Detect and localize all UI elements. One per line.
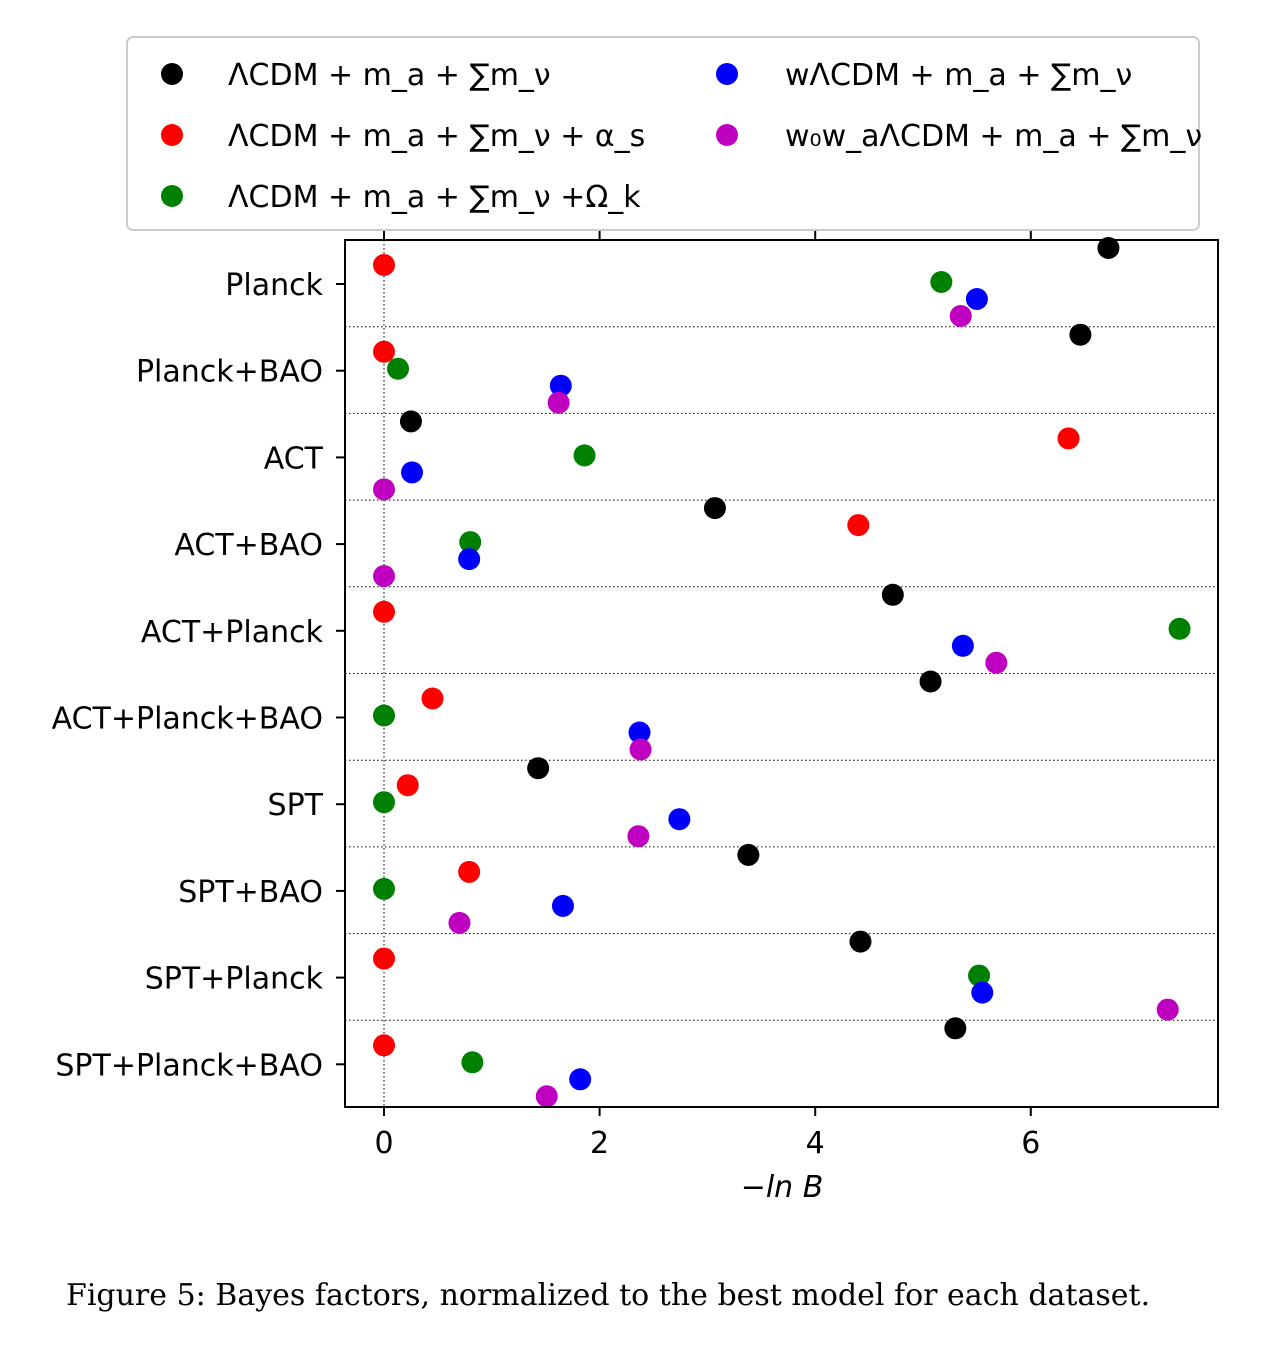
- data-point: [849, 930, 872, 953]
- data-point: [401, 461, 424, 484]
- data-point: [421, 687, 444, 710]
- data-point: [373, 478, 395, 501]
- x-axis-title: −ln B: [741, 1170, 824, 1205]
- legend-label: w₀w_aΛCDM + m_a + ∑m_ν: [785, 119, 1202, 154]
- data-point: [1156, 998, 1179, 1021]
- data-point: [373, 600, 395, 623]
- data-point: [628, 721, 651, 744]
- data-point: [881, 583, 904, 606]
- data-point: [373, 704, 395, 727]
- legend-marker: [716, 63, 738, 85]
- data-point: [1168, 617, 1191, 640]
- data-point: [373, 791, 395, 814]
- y-tick-label: Planck: [225, 268, 323, 303]
- data-points: [373, 237, 1191, 1108]
- data-point: [458, 548, 481, 571]
- y-tick-label: Planck+BAO: [136, 355, 323, 390]
- legend-label: ΛCDM + m_a + ∑m_ν + α_s: [228, 119, 645, 154]
- data-point: [968, 964, 991, 987]
- data-point: [373, 565, 395, 588]
- data-point: [373, 1034, 395, 1057]
- legend-marker: [161, 63, 183, 85]
- data-point: [629, 738, 652, 761]
- y-tick-label: ACT: [264, 441, 324, 476]
- data-point: [373, 877, 395, 900]
- data-point: [387, 357, 410, 380]
- data-point: [847, 514, 870, 537]
- figure-caption: Figure 5: Bayes factors, normalized to t…: [66, 1278, 1151, 1313]
- y-tick-label: SPT+Planck: [145, 962, 324, 997]
- x-tick-label: 4: [806, 1126, 825, 1161]
- data-point: [951, 634, 974, 657]
- data-point: [965, 288, 988, 310]
- plot-frame: [344, 239, 1219, 1108]
- chart: Planck Planck+BAO ACT ACT+BAO ACT+Planck ACT+…: [52, 36, 1219, 1205]
- data-point: [949, 305, 972, 327]
- data-point: [396, 774, 419, 797]
- data-point: [549, 374, 572, 397]
- x-tick-label: 0: [374, 1126, 393, 1161]
- x-tick-label: 2: [590, 1126, 609, 1161]
- data-point: [1097, 237, 1120, 259]
- data-point: [1069, 323, 1092, 346]
- legend-marker: [161, 124, 183, 146]
- y-tick-label: SPT: [268, 788, 324, 823]
- legend-box: [126, 36, 1200, 231]
- data-point: [535, 1085, 558, 1108]
- data-point: [919, 670, 942, 693]
- data-point: [373, 340, 395, 363]
- data-point: [448, 911, 471, 934]
- y-axis: Planck Planck+BAO ACT ACT+BAO ACT+Planck ACT+…: [52, 268, 345, 1083]
- y-tick-label: SPT+Planck+BAO: [55, 1048, 323, 1083]
- data-point: [547, 391, 570, 414]
- legend: ΛCDM + m_a + ∑m_ν ΛCDM + m_a + ∑m_ν + α_s…: [126, 36, 1202, 231]
- data-point: [668, 808, 691, 831]
- data-point: [573, 444, 596, 467]
- data-point: [461, 1051, 484, 1074]
- data-point: [551, 894, 574, 917]
- x-tick-label: 6: [1021, 1126, 1040, 1161]
- grid-lines: [345, 240, 1218, 1107]
- legend-label: ΛCDM + m_a + ∑m_ν +Ω_k: [228, 180, 641, 215]
- y-tick-label: ACT+BAO: [174, 528, 323, 563]
- data-point: [527, 757, 550, 780]
- legend-label: ΛCDM + m_a + ∑m_ν: [228, 58, 551, 93]
- data-point: [944, 1017, 967, 1040]
- data-point: [399, 410, 422, 433]
- data-point: [985, 651, 1008, 674]
- y-tick-label: ACT+Planck+BAO: [52, 702, 323, 737]
- data-point: [458, 860, 481, 883]
- y-tick-label: SPT+BAO: [178, 875, 323, 910]
- data-point: [459, 531, 482, 554]
- data-point: [373, 254, 395, 276]
- data-point: [737, 843, 760, 866]
- data-point: [569, 1068, 592, 1091]
- data-point: [971, 981, 994, 1004]
- data-point: [703, 497, 726, 520]
- legend-marker: [161, 185, 183, 207]
- y-tick-label: ACT+Planck: [141, 615, 324, 650]
- x-axis: 0 2 4 6: [374, 231, 1040, 1161]
- legend-label: wΛCDM + m_a + ∑m_ν: [785, 58, 1132, 93]
- data-point: [373, 947, 395, 970]
- data-point: [1057, 427, 1080, 450]
- data-point: [627, 825, 650, 848]
- data-point: [930, 271, 953, 293]
- legend-marker: [716, 124, 738, 146]
